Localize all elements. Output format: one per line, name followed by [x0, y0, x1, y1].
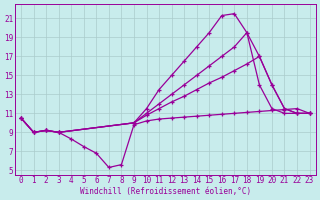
- X-axis label: Windchill (Refroidissement éolien,°C): Windchill (Refroidissement éolien,°C): [80, 187, 251, 196]
